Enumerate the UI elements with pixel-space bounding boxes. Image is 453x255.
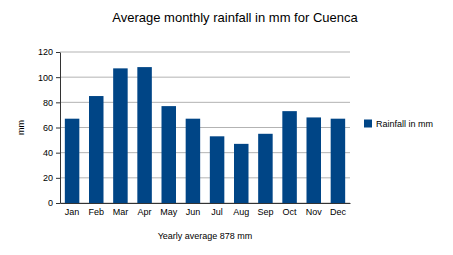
tick-mark bbox=[56, 178, 60, 179]
tick-label: Mar bbox=[113, 207, 129, 217]
tick-label: Feb bbox=[88, 207, 104, 217]
bars bbox=[65, 67, 345, 203]
axis-line bbox=[61, 203, 351, 204]
bar bbox=[210, 136, 225, 203]
tick-label: Dec bbox=[330, 207, 347, 217]
tick-label: Aug bbox=[233, 207, 249, 217]
tick-mark bbox=[56, 77, 60, 78]
bar bbox=[113, 68, 128, 203]
grid bbox=[60, 52, 350, 203]
chart: 0 20 40 60 80 100 120 Jan Feb Mar Apr May Jun Jul Aug S… bbox=[0, 0, 453, 255]
tick-label: 20 bbox=[43, 173, 53, 183]
tick: Oct bbox=[283, 203, 298, 217]
grid-line bbox=[60, 52, 350, 53]
tick: 120 bbox=[38, 47, 60, 57]
bar bbox=[186, 119, 201, 203]
axis-line bbox=[60, 53, 61, 204]
tick-mark bbox=[56, 102, 60, 103]
tick: Mar bbox=[113, 203, 129, 217]
bar bbox=[162, 106, 177, 203]
tick: Dec bbox=[330, 203, 347, 217]
bar bbox=[137, 67, 152, 203]
tick: 100 bbox=[38, 73, 60, 83]
x-axis-title: Yearly average 878 mm bbox=[158, 231, 253, 241]
tick-label: Apr bbox=[138, 207, 152, 217]
grid-line bbox=[60, 77, 350, 78]
tick-label: Oct bbox=[283, 207, 298, 217]
bar bbox=[234, 144, 249, 203]
tick-label: 60 bbox=[43, 123, 53, 133]
plot: 0 20 40 60 80 100 120 Jan Feb Mar Apr May Jun Jul Aug S… bbox=[38, 47, 351, 217]
tick: 20 bbox=[43, 173, 60, 183]
bar bbox=[282, 111, 297, 203]
tick-label: Jan bbox=[65, 207, 80, 217]
title: Average monthly rainfall in mm for Cuenc… bbox=[112, 10, 358, 25]
legend-swatch bbox=[364, 120, 372, 128]
tick-label: 40 bbox=[43, 148, 53, 158]
tick: 0 bbox=[48, 198, 60, 208]
tick: Sep bbox=[257, 203, 273, 217]
tick: Aug bbox=[233, 203, 249, 217]
tick-label: Jul bbox=[211, 207, 223, 217]
tick-label: May bbox=[160, 207, 178, 217]
bar bbox=[89, 96, 104, 203]
tick-label: 100 bbox=[38, 73, 53, 83]
tick-label: 0 bbox=[48, 198, 53, 208]
legend-label: Rainfall in mm bbox=[376, 119, 433, 129]
bar bbox=[307, 117, 322, 203]
tick: Nov bbox=[306, 203, 323, 217]
tick-label: 120 bbox=[38, 47, 53, 57]
y-axis-title: mm bbox=[16, 120, 26, 135]
tick-mark bbox=[56, 153, 60, 154]
tick-mark bbox=[56, 128, 60, 129]
tick-mark bbox=[56, 203, 60, 204]
tick: Jul bbox=[211, 203, 223, 217]
x-axis: Jan Feb Mar Apr May Jun Jul Aug Sep Oct Nov Dec bbox=[61, 203, 351, 217]
tick-mark bbox=[56, 52, 60, 53]
tick: 80 bbox=[43, 98, 60, 108]
tick-label: Nov bbox=[306, 207, 323, 217]
tick-label: Jun bbox=[186, 207, 201, 217]
tick: May bbox=[160, 203, 178, 217]
tick: Jan bbox=[65, 203, 80, 217]
bar bbox=[331, 119, 346, 203]
tick: Feb bbox=[88, 203, 104, 217]
tick-label: Sep bbox=[257, 207, 273, 217]
tick-label: 80 bbox=[43, 98, 53, 108]
tick: Jun bbox=[186, 203, 201, 217]
tick: 40 bbox=[43, 148, 60, 158]
tick: Apr bbox=[138, 203, 152, 217]
y-axis: 0 20 40 60 80 100 120 bbox=[38, 47, 61, 208]
bar bbox=[258, 134, 273, 203]
legend: Rainfall in mm bbox=[364, 119, 433, 129]
bar bbox=[65, 119, 80, 203]
tick: 60 bbox=[43, 123, 60, 133]
